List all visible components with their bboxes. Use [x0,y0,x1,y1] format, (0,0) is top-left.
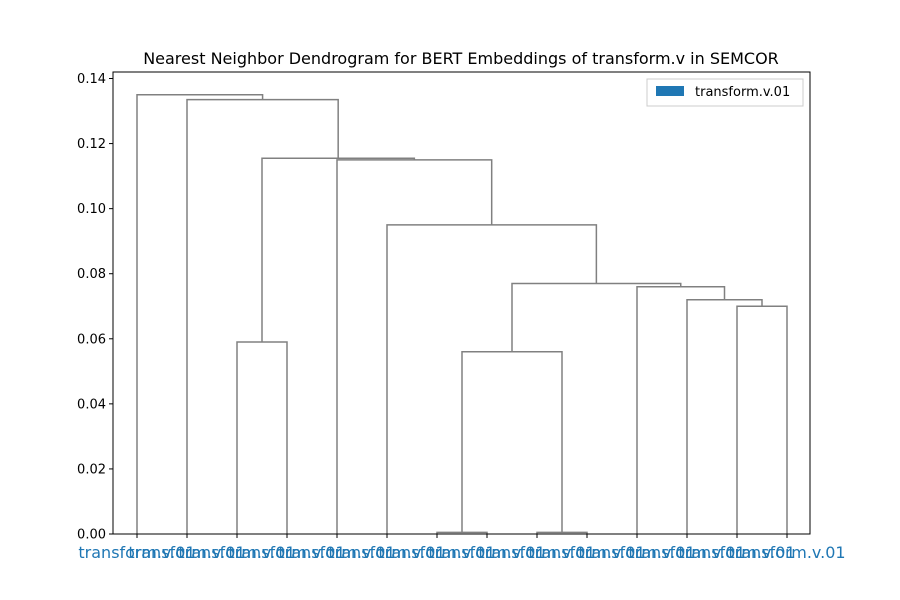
leaf-label: transform.v.01 [228,543,345,562]
dendrogram-link [736,305,788,534]
y-tick-label: 0.12 [77,137,106,152]
dendrogram-link [236,341,288,534]
leaf-label: transform.v.01 [78,543,195,562]
y-axis: 0.00 0.02 0.04 0.06 0.08 0.10 0.12 0.14 [77,72,113,543]
dendrogram-link [636,285,726,534]
dendrogram-links [136,94,788,534]
dendrogram-link [336,159,493,534]
dendrogram-link [511,282,682,352]
leaf-label: transform.v.01 [678,543,795,562]
y-tick-label: 0.08 [77,267,106,282]
leaf-label: transform.v.01 [428,543,545,562]
leaf-label: transform.v.01 [728,543,845,562]
y-tick-label: 0.04 [77,397,106,412]
legend-swatch [656,86,684,96]
leaf-label: transform.v.01 [528,543,645,562]
dendrogram-link [261,157,416,343]
leaf-label: transform.v.01 [128,543,245,562]
leaf-label: transform.v.01 [578,543,695,562]
leaf-labels: transform.v.01transform.v.01transform.v.… [78,534,846,562]
y-tick-label: 0.10 [77,202,106,217]
y-tick-label: 0.02 [77,462,106,477]
leaf-label: transform.v.01 [278,543,395,562]
leaf-label: transform.v.01 [178,543,295,562]
chart-title: Nearest Neighbor Dendrogram for BERT Emb… [143,49,779,68]
y-tick-label: 0.00 [77,528,106,543]
dendrogram-link [136,94,264,534]
legend: transform.v.01 [646,78,804,107]
leaf-label: transform.v.01 [628,543,745,562]
y-tick-label: 0.14 [77,72,106,87]
y-tick-label: 0.06 [77,332,106,347]
legend-label: transform.v.01 [695,85,790,100]
leaf-label: transform.v.01 [378,543,495,562]
leaf-label: transform.v.01 [328,543,445,562]
dendrogram-link [461,351,563,533]
dendrogram-link [686,298,763,534]
plot-frame [112,71,811,535]
dendrogram-link [386,224,598,534]
leaf-label: transform.v.01 [478,543,595,562]
